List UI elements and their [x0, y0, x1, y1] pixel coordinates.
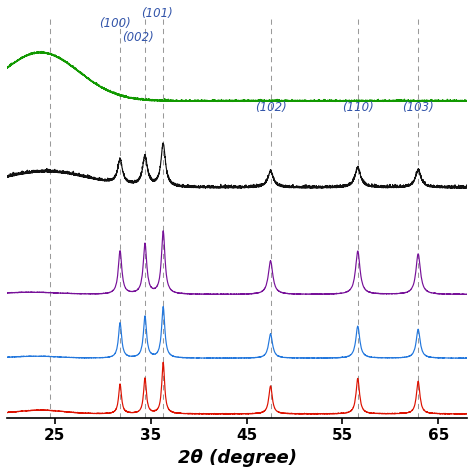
Text: (002): (002) — [122, 31, 154, 44]
Text: (103): (103) — [402, 101, 434, 114]
Text: (101): (101) — [142, 8, 173, 20]
Text: (102): (102) — [255, 101, 286, 114]
Text: (110): (110) — [342, 101, 374, 114]
Text: (100): (100) — [100, 17, 131, 30]
X-axis label: 2θ (degree): 2θ (degree) — [177, 449, 297, 467]
